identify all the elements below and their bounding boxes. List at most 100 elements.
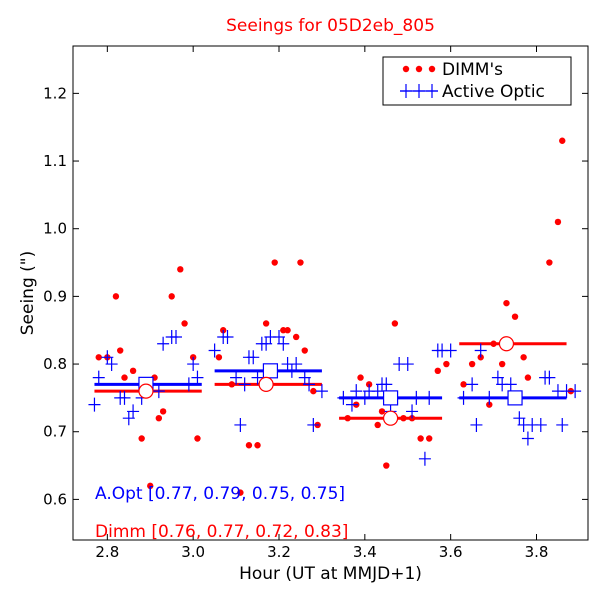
dimm-point-35 (374, 421, 381, 429)
active-optic-point-51 (418, 451, 431, 466)
dimm-point-15 (194, 435, 201, 442)
legend-active-optic-marker (400, 84, 438, 98)
active-optic-point-48 (401, 357, 414, 372)
segment-circle-marker-4 (138, 383, 154, 399)
legend-dimm-label: DIMM's (442, 60, 503, 80)
dimm-point-38 (391, 320, 399, 327)
active-optic-point-15 (187, 357, 200, 372)
active-optic-point-30 (277, 336, 290, 351)
dimm-point-36 (378, 408, 386, 415)
dimm-point-21 (254, 442, 261, 449)
dimm-point-44 (443, 360, 450, 368)
dimm-point-4 (121, 374, 128, 381)
active-optic-point-58 (470, 417, 483, 432)
annotation-dimm: Dimm [0.76, 0.77, 0.72, 0.83] (95, 522, 348, 542)
dimm-point-29 (310, 387, 317, 395)
active-optic-point-0 (88, 397, 101, 412)
x-axis-label: Hour (UT at MMJD+1) (239, 564, 422, 584)
dimm-point-25 (284, 327, 291, 334)
active-optic-point-50 (410, 390, 423, 405)
active-optic-point-35 (303, 377, 316, 392)
dimm-point-50 (498, 360, 506, 368)
x-tick-label-4: 3.6 (439, 543, 463, 561)
axes-ticks: 2.8 3.0 3.2 3.4 3.6 3.8 0.6 0.7 0.8 0.9 1.0 1.1 1.2 (43, 46, 588, 561)
active-optic-point-66 (521, 431, 534, 446)
y-axis-label: Seeing (") (18, 251, 38, 336)
dimm-point-37 (383, 462, 390, 469)
segment-circle-marker-5 (258, 376, 274, 392)
y-tick-label-4: 1.0 (43, 220, 67, 238)
segment-square-marker-3 (507, 390, 523, 406)
active-optic-point-52 (423, 390, 436, 405)
active-optic-point-70 (543, 370, 556, 385)
dimm-point-51 (503, 299, 510, 307)
active-optic-point-36 (307, 417, 320, 432)
active-optic-point-60 (483, 390, 496, 405)
legend-dimm-dot-0 (402, 65, 410, 73)
active-optic-point-57 (466, 377, 479, 392)
active-optic-point-49 (406, 404, 419, 419)
segment-circle-marker-7 (498, 336, 515, 352)
y-tick-label-1: 0.7 (43, 423, 67, 441)
active-optic-point-45 (380, 377, 393, 392)
active-optic-point-3 (105, 357, 118, 372)
active-optic-point-24 (247, 350, 260, 365)
x-tick-label-1: 3.0 (181, 543, 205, 561)
active-optic-point-14 (182, 377, 195, 392)
legend-dimm-dot-2 (428, 65, 436, 73)
x-tick-label-2: 3.2 (267, 543, 291, 561)
dimm-point-43 (434, 367, 441, 375)
active-optic-point-5 (118, 390, 131, 405)
legend-active-optic-label: Active Optic (442, 82, 545, 102)
annotation-active-optic: A.Opt [0.77, 0.79, 0.75, 0.75] (95, 484, 345, 504)
active-optic-point-37 (315, 384, 328, 399)
active-optic-point-7 (127, 404, 140, 419)
dimm-point-57 (559, 137, 566, 144)
dimm-point-42 (426, 435, 433, 442)
dimm-point-6 (138, 435, 145, 442)
active-optic-point-10 (152, 384, 165, 399)
active-optic-point-74 (569, 384, 582, 399)
segment-square-marker-1 (262, 363, 279, 379)
dimm-point-19 (237, 489, 244, 496)
dimm-point-52 (511, 313, 519, 320)
active-optic-point-56 (457, 390, 470, 405)
dimm-point-33 (357, 374, 364, 381)
x-tick-label-5: 3.8 (525, 543, 549, 561)
dimm-point-9 (155, 414, 163, 422)
dimm-point-22 (262, 320, 270, 327)
chart-title: Seeings for 05D2eb_805 (226, 16, 435, 36)
segment-square-marker-2 (382, 390, 399, 406)
dimm-point-16 (215, 354, 223, 361)
dimm-point-54 (524, 374, 532, 381)
dimm-point-27 (297, 259, 304, 266)
y-tick-label-2: 0.8 (43, 355, 67, 373)
dimm-point-26 (292, 333, 300, 341)
dimm-point-7 (147, 482, 154, 490)
dimm-point-0 (95, 354, 102, 361)
active-optic-point-38 (337, 390, 350, 405)
active-optic-point-68 (534, 417, 547, 432)
active-optic-point-22 (238, 377, 251, 392)
dimm-point-55 (546, 259, 553, 266)
dimm-point-12 (177, 266, 184, 273)
dimm-point-39 (400, 414, 407, 422)
active-optic-point-16 (191, 370, 204, 385)
plot-marks (88, 137, 582, 496)
active-optic-point-72 (556, 417, 569, 432)
active-optic-point-55 (444, 343, 457, 358)
plot-frame (72, 45, 589, 541)
active-optic-point-25 (251, 370, 264, 385)
active-optic-point-21 (234, 417, 247, 432)
active-optic-point-1 (92, 370, 105, 385)
active-optic-point-11 (157, 336, 170, 351)
segment-circle-marker-6 (382, 410, 399, 426)
dimm-point-18 (228, 381, 235, 388)
y-tick-label-6: 1.2 (43, 84, 67, 102)
x-tick-label-0: 2.8 (95, 543, 119, 561)
y-tick-label-0: 0.6 (43, 490, 67, 508)
dimm-point-28 (301, 347, 308, 354)
dimm-point-41 (417, 435, 424, 442)
